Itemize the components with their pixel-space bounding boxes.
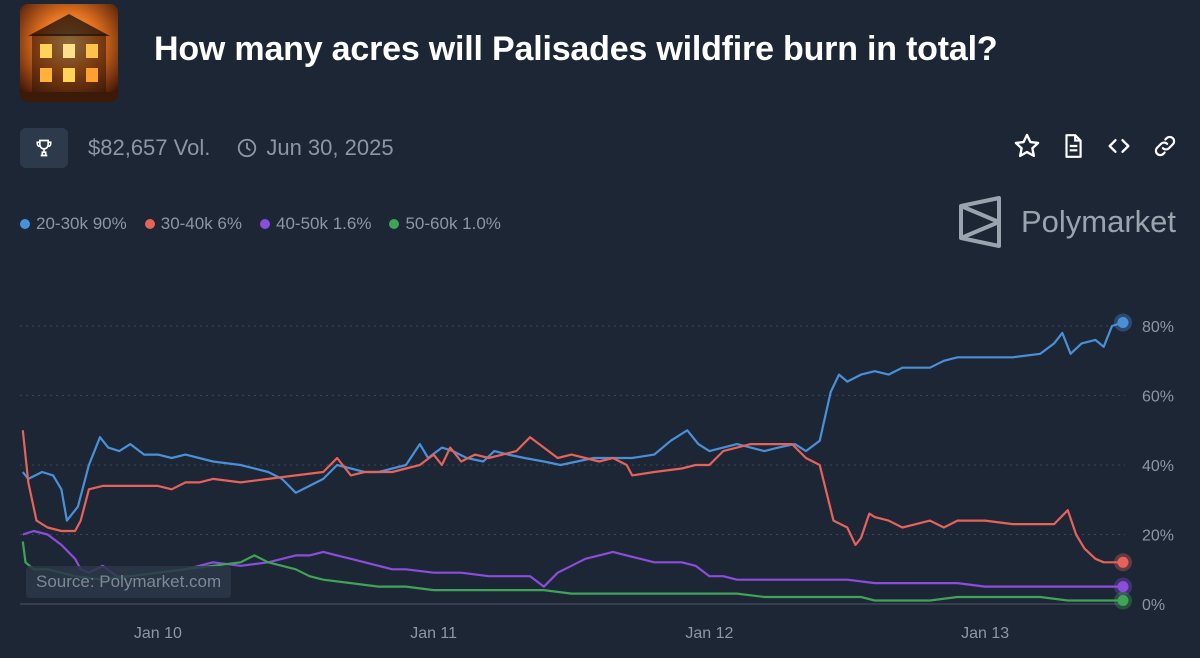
polymarket-brand: Polymarket bbox=[957, 196, 1176, 248]
x-tick-label: Jan 11 bbox=[410, 625, 457, 642]
series-end-point[interactable] bbox=[1117, 556, 1129, 568]
legend-label: 50-60k 1.0% bbox=[405, 214, 501, 233]
end-date: Jun 30, 2025 bbox=[236, 135, 394, 161]
y-axis: 0% 20% 40% 60% 80% bbox=[1142, 319, 1174, 614]
market-actions bbox=[1012, 131, 1180, 161]
x-tick-label: Jan 12 bbox=[685, 625, 733, 642]
source-label: Source: Polymarket.com bbox=[26, 566, 232, 598]
chart-series bbox=[21, 321, 1124, 602]
legend-label: 20-30k 90% bbox=[36, 214, 127, 233]
x-axis: Jan 10 Jan 11 Jan 12 Jan 13 bbox=[134, 625, 1009, 642]
series-end-point[interactable] bbox=[1117, 595, 1129, 607]
legend-item-3[interactable]: 50-60k 1.0% bbox=[389, 214, 501, 234]
link-icon bbox=[1154, 135, 1176, 157]
market-title: How many acres will Palisades wildfire b… bbox=[154, 30, 998, 68]
legend-label: 30-40k 6% bbox=[160, 214, 243, 233]
trophy-button[interactable] bbox=[20, 128, 68, 168]
series-end-point[interactable] bbox=[1117, 581, 1129, 593]
legend-dot bbox=[260, 219, 271, 229]
market-thumbnail bbox=[20, 4, 118, 102]
x-tick-label: Jan 10 bbox=[134, 625, 182, 642]
legend-label: 40-50k 1.6% bbox=[276, 214, 372, 233]
y-tick-label: 60% bbox=[1142, 389, 1174, 406]
series-end-point[interactable] bbox=[1117, 317, 1129, 329]
code-icon bbox=[1108, 139, 1130, 153]
series-line[interactable] bbox=[21, 321, 1124, 522]
legend-dot bbox=[144, 219, 155, 229]
market-meta: $82,657 Vol. Jun 30, 2025 bbox=[20, 128, 394, 168]
chart-legend: 20-30k 90% 30-40k 6% 40-50k 1.6% 50-60k … bbox=[20, 214, 501, 234]
embed-button[interactable] bbox=[1104, 131, 1134, 161]
favorite-button[interactable] bbox=[1012, 131, 1042, 161]
polymarket-logo-icon bbox=[958, 196, 1001, 248]
legend-item-2[interactable]: 40-50k 1.6% bbox=[260, 214, 371, 234]
x-tick-label: Jan 13 bbox=[961, 625, 1009, 642]
y-tick-label: 20% bbox=[1142, 528, 1174, 545]
trophy-icon bbox=[36, 139, 52, 157]
end-date-text: Jun 30, 2025 bbox=[266, 135, 394, 160]
legend-item-1[interactable]: 30-40k 6% bbox=[144, 214, 243, 234]
y-tick-label: 0% bbox=[1142, 597, 1165, 614]
copy-link-button[interactable] bbox=[1150, 131, 1180, 161]
series-line[interactable] bbox=[21, 430, 1123, 564]
legend-item-0[interactable]: 20-30k 90% bbox=[20, 214, 127, 234]
rules-button[interactable] bbox=[1058, 131, 1088, 161]
clock-icon bbox=[238, 138, 257, 158]
chart-end-markers bbox=[1114, 313, 1132, 610]
y-tick-label: 40% bbox=[1142, 458, 1174, 475]
y-tick-label: 80% bbox=[1142, 319, 1174, 336]
star-icon bbox=[1014, 133, 1040, 158]
burning-house-image bbox=[20, 4, 118, 102]
brand-name: Polymarket bbox=[1020, 204, 1176, 239]
legend-dot bbox=[389, 219, 400, 229]
legend-dot bbox=[20, 219, 30, 229]
chart-grid bbox=[20, 325, 1125, 605]
document-icon bbox=[1065, 134, 1082, 158]
volume-text: $82,657 Vol. bbox=[88, 135, 211, 160]
